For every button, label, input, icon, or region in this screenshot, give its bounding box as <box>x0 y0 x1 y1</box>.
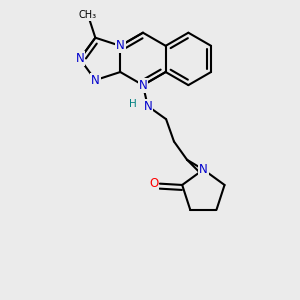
Text: O: O <box>149 177 158 190</box>
Text: N: N <box>116 39 124 52</box>
Text: H: H <box>130 100 137 110</box>
Text: N: N <box>143 100 152 112</box>
Text: N: N <box>91 74 100 87</box>
Text: N: N <box>76 52 84 65</box>
Text: CH₃: CH₃ <box>79 10 97 20</box>
Text: N: N <box>199 163 208 176</box>
Text: N: N <box>139 79 147 92</box>
